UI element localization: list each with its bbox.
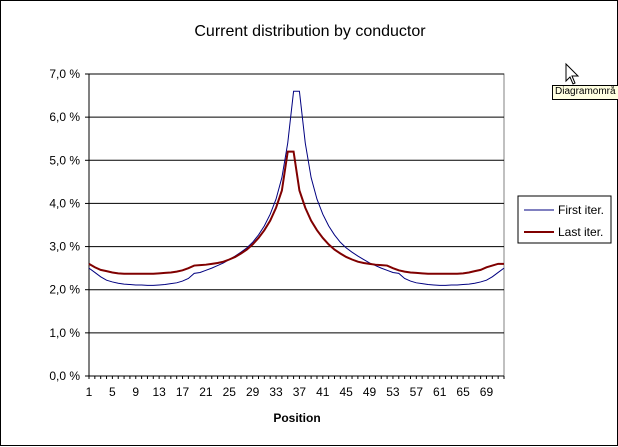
x-tick-label: 57 <box>410 385 424 399</box>
x-tick-label: 49 <box>363 385 377 399</box>
legend-box <box>517 195 612 244</box>
legend-label: Last iter. <box>558 225 603 239</box>
x-tick-label: 45 <box>340 385 354 399</box>
x-tick-label: 69 <box>480 385 494 399</box>
x-tick-label: 29 <box>246 385 260 399</box>
x-tick-label: 17 <box>176 385 190 399</box>
y-tick-label: 3,0 % <box>49 240 80 254</box>
legend[interactable]: First iter. Last iter. <box>517 195 612 244</box>
series-lines <box>88 90 505 286</box>
y-tick-label: 7,0 % <box>49 67 80 81</box>
y-tick-label: 4,0 % <box>49 196 80 210</box>
x-axis-title: Position <box>273 411 320 425</box>
x-tick-label: 21 <box>199 385 213 399</box>
series-line-first-iter[interactable] <box>88 90 505 286</box>
plot-background <box>88 73 505 377</box>
x-tick-label: 33 <box>269 385 283 399</box>
x-tick-label: 37 <box>293 385 307 399</box>
series-line-last-iter[interactable] <box>88 150 504 275</box>
x-tick-label: 9 <box>132 385 139 399</box>
y-axis: 0,0 % 1,0 % 2,0 % 3,0 % 4,0 % 5,0 % 6,0 % 7,0 % <box>49 67 89 383</box>
plot-area[interactable] <box>88 73 505 377</box>
x-tick-label: 65 <box>456 385 470 399</box>
mouse-pointer-icon <box>565 62 580 85</box>
x-tick-label: 13 <box>152 385 166 399</box>
x-tick-label: 25 <box>223 385 237 399</box>
x-axis: 1 5 9 13 17 21 25 29 33 37 41 45 49 53 57 61 65 69 <box>86 376 505 399</box>
chart-title: Current distribution by conductor <box>194 23 426 40</box>
legend-label: First iter. <box>558 203 604 217</box>
x-tick-label: 41 <box>316 385 330 399</box>
x-tick-label: 5 <box>109 385 116 399</box>
y-tick-label: 1,0 % <box>49 326 80 340</box>
y-tick-label: 0,0 % <box>49 369 80 383</box>
x-tick-label: 61 <box>433 385 447 399</box>
x-tick-label: 53 <box>386 385 400 399</box>
x-tick-label: 1 <box>86 385 93 399</box>
y-tick-label: 6,0 % <box>49 110 80 124</box>
y-tick-label: 2,0 % <box>49 283 80 297</box>
y-tick-label: 5,0 % <box>49 153 80 167</box>
tooltip: Diagramområ <box>552 85 618 100</box>
